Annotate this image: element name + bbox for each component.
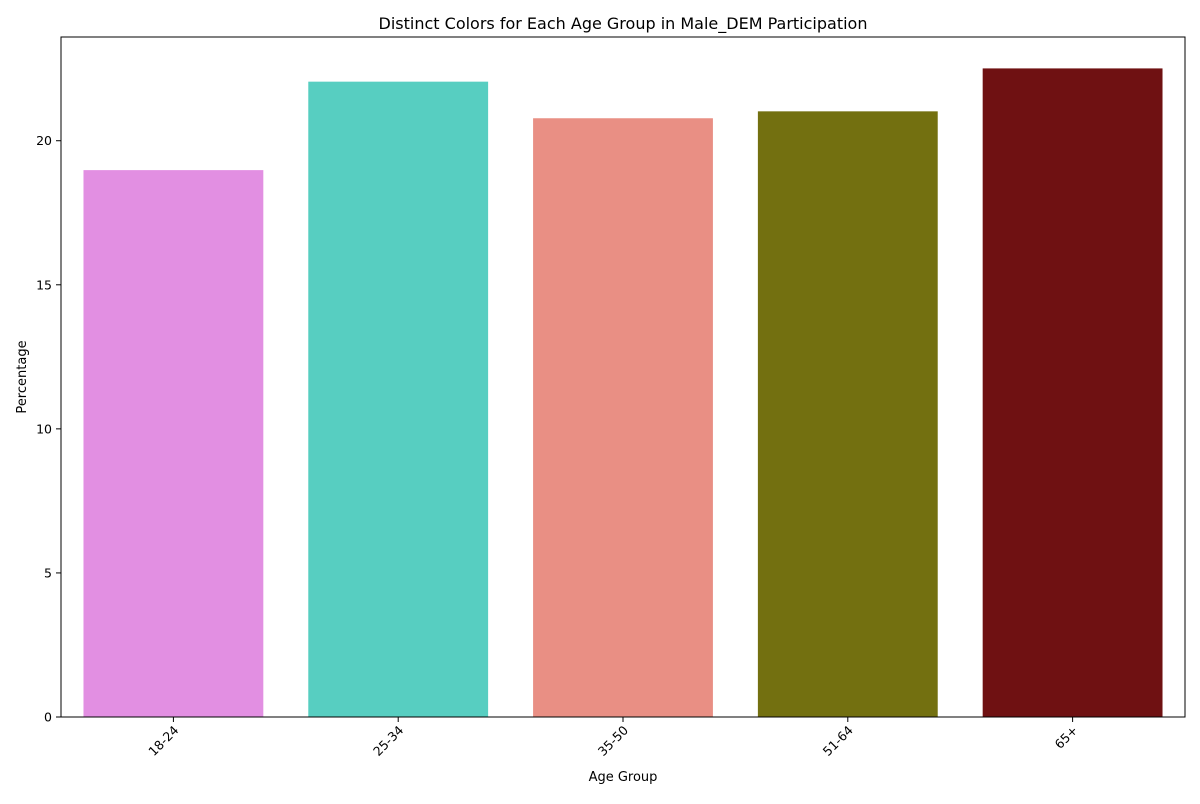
bar-25-34 bbox=[308, 81, 489, 717]
y-tick-label: 0 bbox=[44, 710, 52, 725]
y-tick-label: 15 bbox=[36, 277, 52, 292]
x-tick-label: 65+ bbox=[1051, 723, 1080, 752]
x-axis-ticks: 18-24 25-34 35-50 51-64 65+ bbox=[145, 717, 1081, 759]
bar-51-64 bbox=[757, 111, 938, 718]
bars-layer bbox=[83, 68, 1163, 718]
bar-35-50 bbox=[533, 118, 713, 717]
x-tick-label: 18-24 bbox=[145, 722, 181, 758]
y-axis-ticks: 0 5 10 15 20 bbox=[36, 133, 61, 725]
x-tick-label: 35-50 bbox=[595, 722, 631, 758]
y-tick-label: 20 bbox=[36, 133, 52, 148]
plot-frame bbox=[60, 36, 1186, 718]
chart-title: Distinct Colors for Each Age Group in Ma… bbox=[379, 14, 868, 34]
x-tick-label: 51-64 bbox=[820, 722, 856, 758]
y-axis-label: Percentage bbox=[15, 340, 30, 413]
x-tick-label: 25-34 bbox=[370, 722, 406, 758]
bar-18-24 bbox=[83, 170, 264, 717]
x-axis-label: Age Group bbox=[589, 770, 658, 785]
bar-65plus bbox=[982, 68, 1163, 717]
y-tick-label: 10 bbox=[36, 421, 52, 436]
y-tick-label: 5 bbox=[44, 565, 52, 580]
